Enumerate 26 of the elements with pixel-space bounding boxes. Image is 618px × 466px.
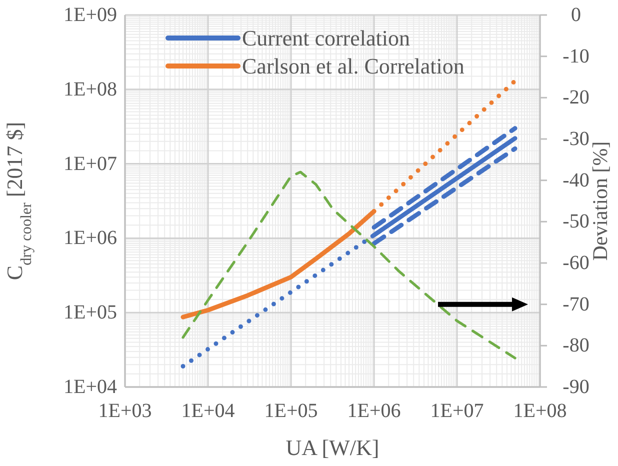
y-tick-label: 1E+05 [64,302,117,324]
y2-tick-label: -30 [562,128,590,150]
x-tick-label: 1E+05 [264,400,318,422]
y-tick-label: 1E+09 [64,4,117,26]
y-tick-label: 1E+07 [64,152,117,175]
x-tick-label: 1E+08 [513,400,567,422]
x-axis-title: UA [W/K] [286,435,380,460]
y-tick-label: 1E+06 [64,227,117,250]
y2-tick-label: -40 [562,169,590,192]
x-tick-label: 1E+03 [98,400,152,422]
y2-tick-label: -10 [562,45,590,68]
y2-tick-label: 0 [571,4,581,26]
y2-tick-label: -50 [562,210,590,233]
y2-tick-label: -20 [562,86,590,109]
legend-label: Carlson et al. Correlation [242,54,464,79]
y2-axis-title: Deviation [%] [588,141,612,261]
y-tick-label: 1E+08 [64,78,117,100]
y2-tick-label: -70 [562,293,590,316]
x-tick-label: 1E+07 [430,400,484,422]
y2-tick-label: -80 [562,334,590,357]
x-tick-label: 1E+06 [347,400,401,422]
y2-tick-label: -90 [562,376,590,398]
legend-label: Current correlation [242,26,410,51]
y2-tick-label: -60 [562,252,590,274]
y-tick-label: 1E+04 [64,376,117,398]
x-tick-label: 1E+04 [181,400,235,422]
